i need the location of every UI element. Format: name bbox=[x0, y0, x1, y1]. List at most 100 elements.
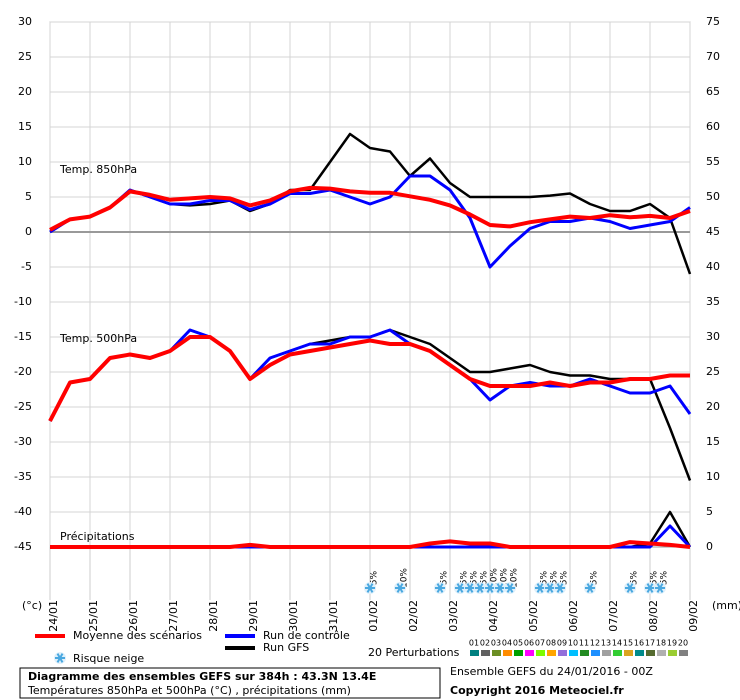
y2-tick-label: 0 bbox=[706, 540, 713, 553]
x-tick-label: 08/02 bbox=[647, 600, 660, 632]
perturbation-swatch bbox=[635, 650, 644, 656]
y-tick-label: -45 bbox=[14, 540, 32, 553]
snow-risk-label: 5% bbox=[650, 570, 660, 585]
snow-icon bbox=[496, 583, 504, 593]
x-tick-label: 04/02 bbox=[487, 600, 500, 632]
y2-tick-label: 40 bbox=[706, 260, 720, 273]
y-tick-label: -15 bbox=[14, 330, 32, 343]
perturbation-number: 06 bbox=[524, 639, 534, 648]
y-tick-label: -30 bbox=[14, 435, 32, 448]
y2-tick-label: 45 bbox=[706, 225, 720, 238]
x-tick-label: 28/01 bbox=[207, 600, 220, 632]
legend-label: Run de contrôle bbox=[263, 629, 350, 642]
snow-icon bbox=[366, 583, 374, 593]
snow-risk-label: 5% bbox=[550, 570, 560, 585]
snow-risk-label: 5% bbox=[440, 570, 450, 585]
legend-label: Run GFS bbox=[263, 641, 309, 654]
perturbation-number: 11 bbox=[579, 639, 589, 648]
legend-label: Risque neige bbox=[73, 652, 144, 665]
x-tick-label: 02/02 bbox=[407, 600, 420, 632]
y2-tick-label: 5 bbox=[706, 505, 713, 518]
y2-tick-label: 10 bbox=[706, 470, 720, 483]
y-tick-label: -20 bbox=[14, 365, 32, 378]
y-tick-label: -40 bbox=[14, 505, 32, 518]
perturbation-number: 03 bbox=[491, 639, 501, 648]
x-tick-label: 26/01 bbox=[127, 600, 140, 632]
x-tick-label: 01/02 bbox=[367, 600, 380, 632]
perturbation-swatch bbox=[481, 650, 490, 656]
x-tick-label: 05/02 bbox=[527, 600, 540, 632]
perturbation-number: 16 bbox=[634, 639, 644, 648]
perturbation-swatch bbox=[569, 650, 578, 656]
perturbation-swatch bbox=[558, 650, 567, 656]
footer-title: Diagramme des ensembles GEFS sur 384h : … bbox=[28, 670, 376, 683]
snow-risk-label: 10% bbox=[400, 568, 410, 588]
snow-icon bbox=[626, 583, 634, 593]
perturbation-swatch bbox=[624, 650, 633, 656]
y2-tick-label: 70 bbox=[706, 50, 720, 63]
y-tick-label: -5 bbox=[21, 260, 32, 273]
y2-tick-label: 25 bbox=[706, 365, 720, 378]
snow-risk-label: 5% bbox=[540, 570, 550, 585]
snow-icon bbox=[656, 583, 664, 593]
perturbation-number: 14 bbox=[612, 639, 622, 648]
snow-icon bbox=[456, 583, 464, 593]
y2-tick-label: 60 bbox=[706, 120, 720, 133]
perturbation-swatch bbox=[470, 650, 479, 656]
perturbation-number: 09 bbox=[557, 639, 567, 648]
series-line bbox=[48, 335, 690, 422]
y-tick-label: 25 bbox=[18, 50, 32, 63]
series-line bbox=[49, 185, 691, 232]
legend-label: Moyenne des scénarios bbox=[73, 629, 202, 642]
perturbation-number: 17 bbox=[645, 639, 655, 648]
y2-tick-label: 15 bbox=[706, 435, 720, 448]
snow-risk-label: 10% bbox=[510, 568, 520, 588]
x-tick-label: 29/01 bbox=[247, 600, 260, 632]
series-line bbox=[50, 539, 691, 549]
y-tick-label: -35 bbox=[14, 470, 32, 483]
snow-risk-label: 5% bbox=[560, 570, 570, 585]
y-tick-label: 0 bbox=[25, 225, 32, 238]
y2-tick-label: 50 bbox=[706, 190, 720, 203]
perturbation-swatch bbox=[492, 650, 501, 656]
x-tick-label: 09/02 bbox=[687, 600, 700, 632]
y2-tick-label: 65 bbox=[706, 85, 720, 98]
y2-tick-label: 35 bbox=[706, 295, 720, 308]
y-tick-label: -25 bbox=[14, 400, 32, 413]
y-tick-label: 15 bbox=[18, 120, 32, 133]
snow-risk-label: 5% bbox=[480, 570, 490, 585]
perturbation-swatch bbox=[525, 650, 534, 656]
snow-risk-label: 5% bbox=[370, 570, 380, 585]
x-tick-label: 27/01 bbox=[167, 600, 180, 632]
y-tick-label: 10 bbox=[18, 155, 32, 168]
perturbations-label: 20 Perturbations bbox=[368, 646, 460, 659]
snow-risk-label: 5% bbox=[660, 570, 670, 585]
x-tick-label: 03/02 bbox=[447, 600, 460, 632]
snow-icon bbox=[396, 583, 404, 593]
snow-icon bbox=[56, 653, 64, 663]
perturbation-swatch bbox=[503, 650, 512, 656]
perturbation-number: 20 bbox=[678, 639, 688, 648]
snow-risk-label: 10% bbox=[490, 568, 500, 588]
snow-icon bbox=[466, 583, 474, 593]
perturbation-swatch bbox=[536, 650, 545, 656]
footer-subtitle: Températures 850hPa et 500hPa (°C) , pré… bbox=[27, 684, 351, 697]
y-tick-label: -10 bbox=[14, 295, 32, 308]
snow-icon bbox=[436, 583, 444, 593]
perturbation-number: 07 bbox=[535, 639, 545, 648]
x-tick-label: 30/01 bbox=[287, 600, 300, 632]
perturbation-number: 10 bbox=[568, 639, 578, 648]
perturbation-number: 19 bbox=[667, 639, 677, 648]
perturbation-swatch bbox=[613, 650, 622, 656]
perturbation-swatch bbox=[668, 650, 677, 656]
y2-unit: (mm) bbox=[712, 599, 740, 612]
y-tick-label: 20 bbox=[18, 85, 32, 98]
panel-label: Temp. 850hPa bbox=[59, 163, 137, 176]
y2-tick-label: 75 bbox=[706, 15, 720, 28]
perturbation-number: 01 bbox=[469, 639, 479, 648]
snow-icon bbox=[586, 583, 594, 593]
snow-icon bbox=[556, 583, 564, 593]
perturbation-swatch bbox=[646, 650, 655, 656]
x-tick-label: 31/01 bbox=[327, 600, 340, 632]
